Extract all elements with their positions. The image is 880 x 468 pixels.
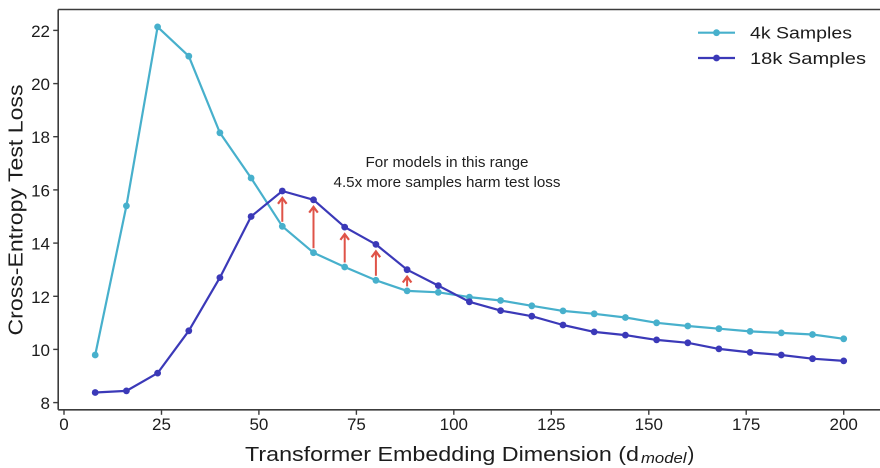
svg-text:Transformer Embedding Dimensio: Transformer Embedding Dimension (d (245, 443, 639, 466)
svg-text:200: 200 (830, 415, 858, 434)
svg-text:18: 18 (31, 128, 50, 147)
svg-text:10: 10 (31, 341, 50, 360)
svg-text:50: 50 (249, 415, 268, 434)
svg-text:75: 75 (347, 415, 366, 434)
svg-text:4k Samples: 4k Samples (750, 24, 852, 43)
svg-text:Cross-Entropy Test Loss: Cross-Entropy Test Loss (5, 85, 28, 336)
svg-text:18k Samples: 18k Samples (750, 49, 866, 68)
svg-text:150: 150 (635, 415, 663, 434)
svg-text:For models in this range: For models in this range (366, 155, 529, 171)
svg-text:20: 20 (31, 75, 50, 94)
svg-text:25: 25 (152, 415, 171, 434)
svg-text:): ) (688, 443, 695, 466)
svg-text:model: model (641, 451, 687, 467)
svg-text:12: 12 (31, 288, 50, 307)
svg-text:8: 8 (41, 394, 50, 413)
svg-text:175: 175 (732, 415, 760, 434)
svg-text:16: 16 (31, 181, 50, 200)
svg-text:14: 14 (31, 235, 50, 254)
svg-text:22: 22 (31, 22, 50, 41)
svg-text:0: 0 (59, 415, 68, 434)
svg-text:125: 125 (537, 415, 565, 434)
svg-text:100: 100 (440, 415, 468, 434)
svg-text:4.5x more samples harm test lo: 4.5x more samples harm test loss (334, 175, 561, 191)
